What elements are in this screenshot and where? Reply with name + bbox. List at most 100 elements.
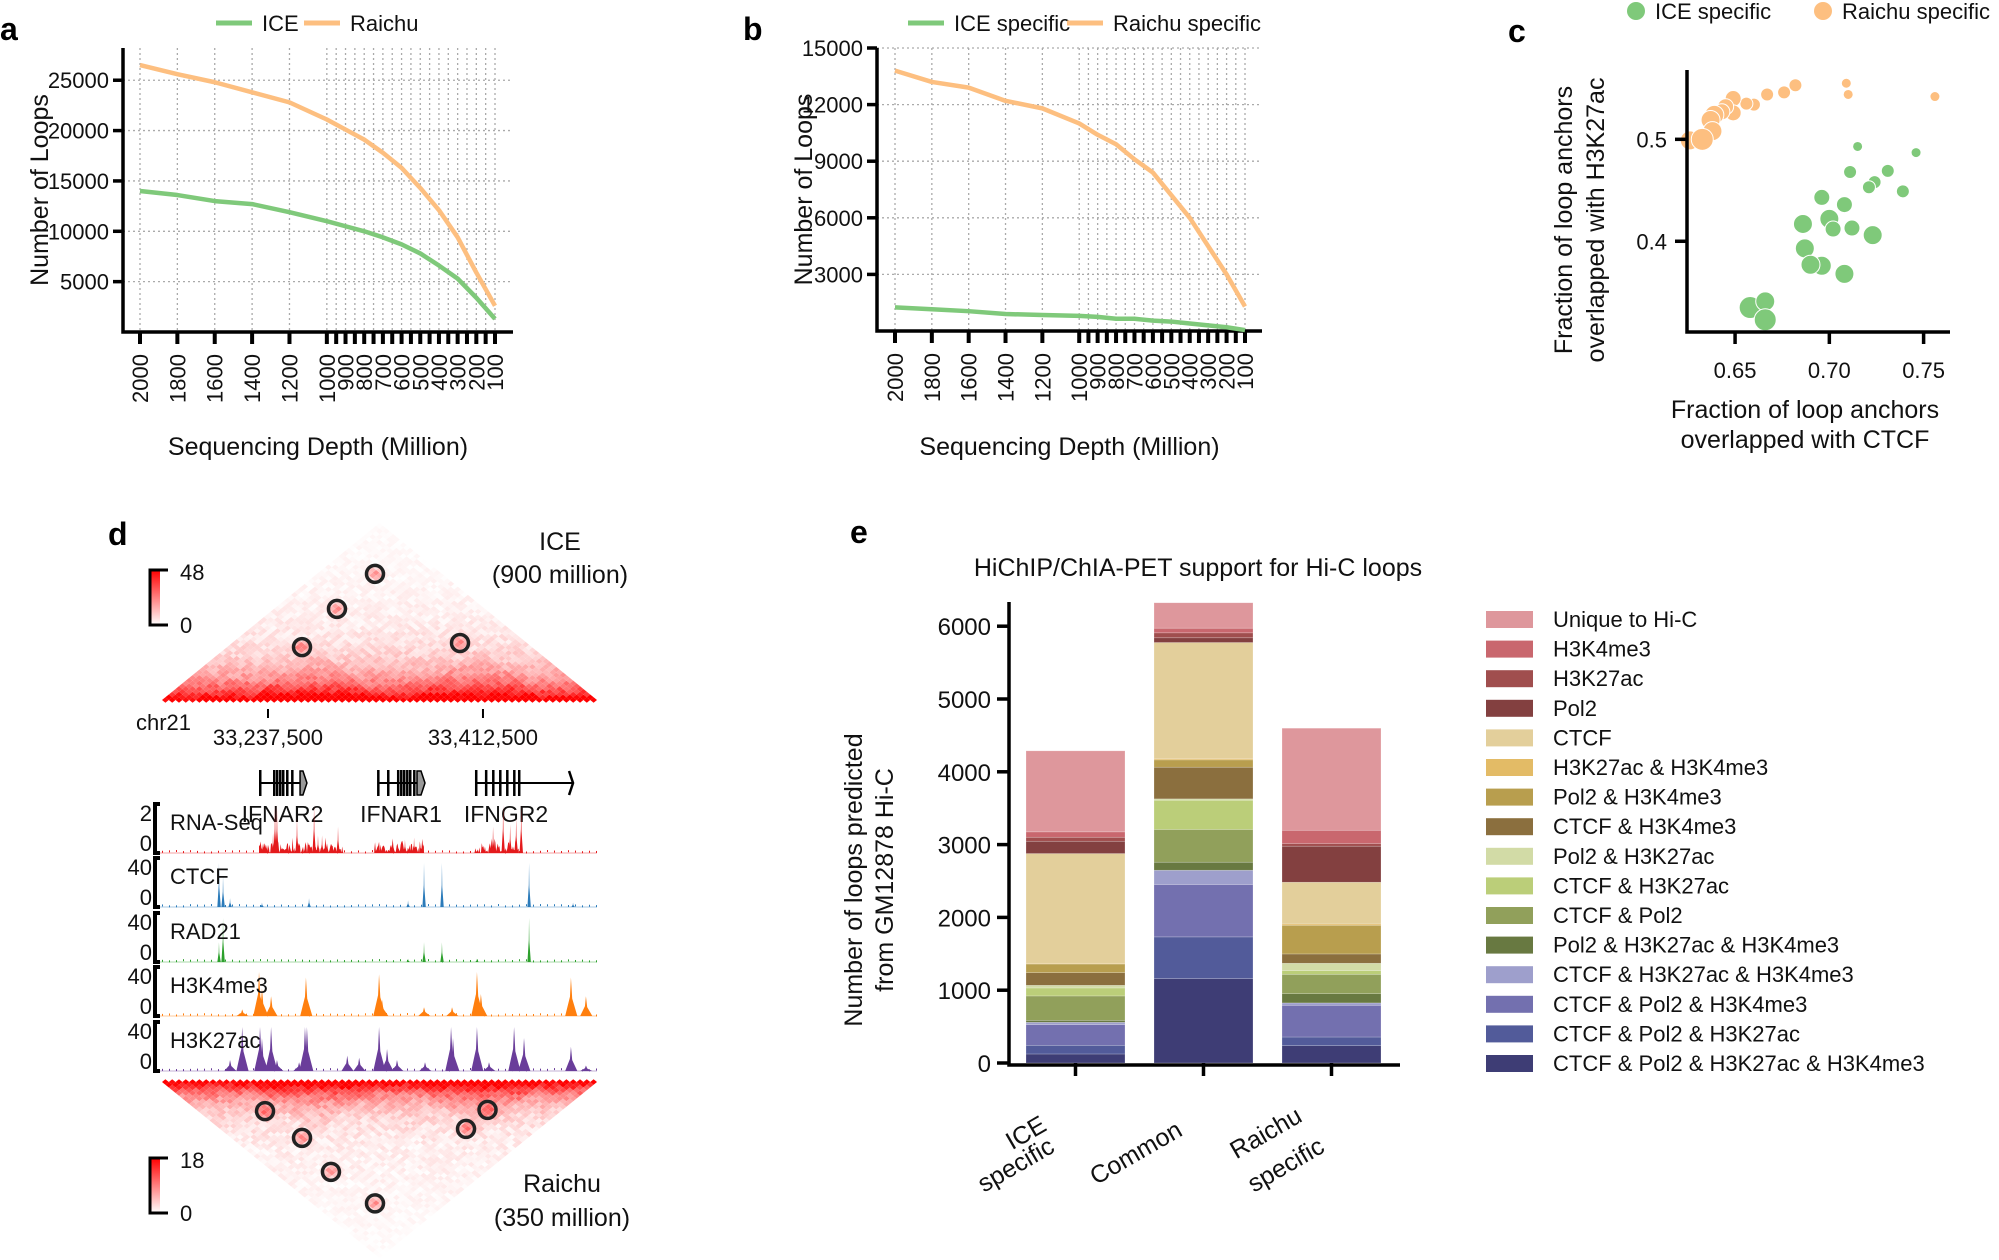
background-signal bbox=[575, 850, 576, 853]
background-signal bbox=[491, 850, 492, 853]
background-signal bbox=[351, 905, 352, 908]
exon bbox=[513, 770, 516, 796]
exon bbox=[396, 770, 400, 796]
scatter-point bbox=[1910, 147, 1922, 159]
x-tick-label: 500 bbox=[1159, 353, 1184, 390]
track-max-label: 2 bbox=[140, 801, 152, 826]
panel-label-c: c bbox=[1508, 13, 1526, 49]
x-tick-label: 600 bbox=[390, 354, 415, 391]
background-signal bbox=[260, 904, 261, 907]
signal-peak bbox=[301, 1027, 314, 1071]
background-signal bbox=[596, 1068, 597, 1071]
background-signal bbox=[281, 850, 282, 853]
background-signal bbox=[330, 905, 331, 908]
background-signal bbox=[351, 851, 352, 854]
background-signal bbox=[449, 959, 450, 962]
background-signal bbox=[190, 1068, 191, 1071]
signal-peak bbox=[260, 902, 264, 907]
signal-peak bbox=[491, 826, 495, 853]
background-signal bbox=[211, 851, 212, 854]
x-tick-label: 0.75 bbox=[1902, 358, 1945, 383]
exon bbox=[377, 770, 380, 796]
scatter-point bbox=[1843, 164, 1858, 179]
background-signal bbox=[211, 1013, 212, 1016]
exon bbox=[275, 770, 279, 796]
signal-peak bbox=[475, 994, 488, 1016]
background-signal bbox=[253, 1068, 254, 1071]
map-title: ICE bbox=[539, 528, 581, 556]
bar-segment bbox=[1281, 924, 1382, 955]
background-signal bbox=[561, 1013, 562, 1016]
signal-peak bbox=[217, 863, 221, 907]
background-signal bbox=[575, 959, 576, 962]
x-tick-label: 2000 bbox=[883, 353, 908, 402]
background-signal bbox=[400, 904, 401, 907]
background-signal bbox=[281, 1014, 282, 1017]
bar-segment bbox=[1281, 970, 1382, 975]
bar-segment bbox=[1281, 881, 1382, 925]
background-signal bbox=[267, 904, 268, 907]
background-signal bbox=[526, 959, 527, 962]
track-min-label: 0 bbox=[140, 994, 152, 1019]
signal-peak bbox=[446, 1007, 459, 1016]
background-signal bbox=[253, 850, 254, 853]
y-axis-title-line1: Fraction of loop anchors bbox=[1550, 86, 1578, 354]
panel-label-e: e bbox=[850, 514, 868, 550]
bar-segment bbox=[1153, 799, 1254, 830]
track-axis bbox=[153, 802, 160, 855]
background-signal bbox=[274, 905, 275, 908]
background-signal bbox=[463, 1069, 464, 1072]
y-tick-label: 0.4 bbox=[1636, 229, 1667, 254]
signal-region bbox=[374, 838, 425, 853]
background-signal bbox=[267, 959, 268, 962]
background-signal bbox=[484, 1068, 485, 1071]
x-tick-label: 700 bbox=[371, 354, 396, 391]
background-signal bbox=[225, 959, 226, 962]
x-tick-label: 800 bbox=[1104, 353, 1129, 390]
loop-circle bbox=[291, 1127, 313, 1149]
background-signal bbox=[351, 959, 352, 962]
background-signal bbox=[204, 904, 205, 907]
signal-peak bbox=[256, 1038, 269, 1071]
series-line-ice bbox=[139, 188, 497, 321]
bar-segment bbox=[1281, 1036, 1382, 1046]
x-tick-label: 1800 bbox=[165, 354, 190, 403]
background-signal bbox=[470, 904, 471, 907]
background-signal bbox=[596, 960, 597, 963]
signal-peak bbox=[419, 1062, 432, 1071]
background-signal bbox=[421, 850, 422, 853]
background-signal bbox=[477, 850, 478, 853]
background-signal bbox=[218, 1069, 219, 1072]
background-signal bbox=[225, 850, 226, 853]
map-title: Raichu bbox=[523, 1170, 601, 1198]
exon bbox=[406, 770, 409, 796]
background-signal bbox=[519, 959, 520, 962]
loop-circle bbox=[320, 1161, 342, 1183]
signal-peak bbox=[336, 826, 340, 853]
background-signal bbox=[211, 1068, 212, 1071]
background-signal bbox=[554, 1013, 555, 1016]
background-signal bbox=[372, 904, 373, 907]
hic-cell bbox=[590, 1079, 597, 1085]
exon bbox=[409, 770, 412, 796]
bar-segment bbox=[1153, 637, 1254, 643]
background-signal bbox=[295, 1013, 296, 1016]
x-tick-label: 1200 bbox=[1030, 353, 1055, 402]
background-signal bbox=[400, 959, 401, 962]
signal-peak bbox=[406, 958, 410, 962]
x-tick-label: 300 bbox=[446, 354, 471, 391]
background-signal bbox=[596, 850, 597, 853]
panel-label-b: b bbox=[743, 11, 763, 47]
track-axis bbox=[153, 1020, 160, 1073]
bar-segment bbox=[1153, 759, 1254, 768]
background-signal bbox=[456, 959, 457, 962]
legend-label: ICE bbox=[262, 11, 299, 36]
background-signal bbox=[547, 904, 548, 907]
background-signal bbox=[463, 905, 464, 908]
bar-segment bbox=[1025, 985, 1126, 989]
background-signal bbox=[197, 1068, 198, 1071]
background-signal bbox=[253, 959, 254, 962]
coord-label: 33,237,500 bbox=[213, 725, 323, 750]
background-signal bbox=[239, 904, 240, 907]
